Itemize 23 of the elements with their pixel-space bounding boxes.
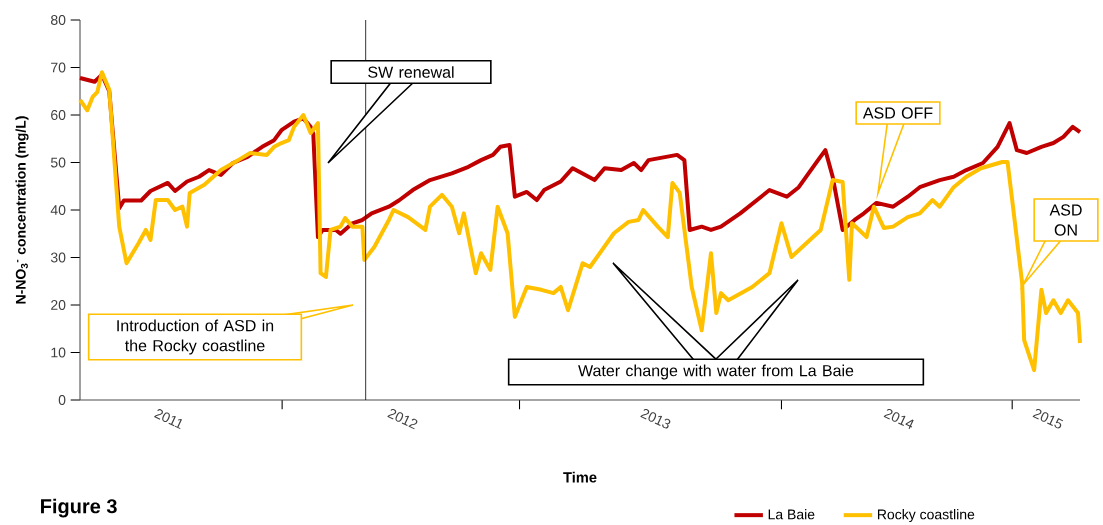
legend-label: La Baie	[768, 509, 815, 520]
y-tick-label: 20	[51, 300, 66, 310]
x-tick-label: 2014	[883, 408, 914, 429]
y-tick-label: 60	[51, 110, 66, 120]
y-tick-label: 70	[51, 62, 66, 73]
x-tick-label: 2013	[640, 408, 671, 429]
annotation: Water change with water from La Baie	[578, 364, 854, 380]
caption: Figure 3	[41, 498, 117, 518]
y-tick-label: 80	[50, 15, 66, 25]
legend-label: Rocky coastline	[877, 509, 975, 523]
x-axis-title: Time	[563, 471, 597, 483]
annotation: Introduction of ASD in the Rocky coastline	[117, 319, 274, 355]
annotation: ASD OFF	[862, 107, 933, 119]
y-tick-label: 50	[50, 157, 66, 168]
y-axis-title: N-NO$_{3}$$^{-}$ concentration (mg/L)	[15, 116, 29, 304]
y-tick-label: 30	[50, 252, 66, 263]
y-tick-label: 40	[50, 205, 66, 215]
x-tick-label: 2011	[154, 409, 183, 430]
x-tick-label: 2015	[1032, 408, 1064, 429]
y-tick-label: 10	[51, 347, 66, 358]
annotation: SW renewal	[368, 66, 454, 78]
x-tick-label: 2012	[387, 408, 418, 430]
y-tick-label: 0	[58, 395, 66, 405]
